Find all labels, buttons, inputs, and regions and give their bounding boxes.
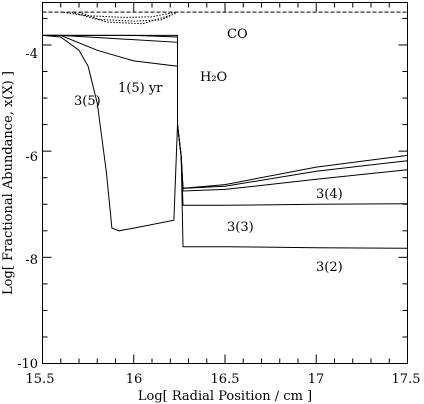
time-label-1e5: 1(5) yr (118, 81, 163, 96)
time-label-3e4: 3(4) (316, 187, 343, 202)
y-tick-label-neg8: -8 (25, 253, 38, 268)
co-label: CO (227, 27, 248, 42)
time-label-3e2: 3(2) (316, 260, 343, 275)
y-axis-title: Log[ Fractional Abundance, x(X) ] (1, 71, 16, 295)
x-tick-label-16: 16 (126, 372, 143, 387)
x-tick-label-16.5: 16.5 (211, 372, 240, 387)
axis-ticks (42, 2, 408, 364)
curve-co-inner-b (71, 11, 176, 22)
x-tick-label-15.5: 15.5 (26, 372, 55, 387)
time-label-3e5: 3(5) (74, 94, 101, 109)
curve-h2o-3e4 (42, 34, 408, 192)
x-tick-label-17.5: 17.5 (392, 372, 421, 387)
curve-co-inner-a (60, 11, 176, 18)
abundance-curves (42, 11, 408, 249)
y-tick-label-neg6: -6 (25, 150, 38, 165)
x-tick-label-17: 17 (308, 372, 325, 387)
y-tick-label-neg10: -10 (17, 357, 38, 372)
h2o-label: H₂O (200, 70, 227, 85)
curve-h2o-3e2 (42, 34, 408, 249)
curve-h2o-3e5 (42, 34, 408, 232)
curve-h2o-1e5 (42, 34, 408, 189)
time-label-3e3: 3(3) (227, 220, 254, 235)
y-tick-label-neg4: -4 (25, 47, 38, 62)
x-axis-title: Log[ Radial Position / cm ] (138, 389, 312, 404)
plot-frame (42, 2, 408, 364)
curve-h2o-3e3 (42, 34, 408, 206)
